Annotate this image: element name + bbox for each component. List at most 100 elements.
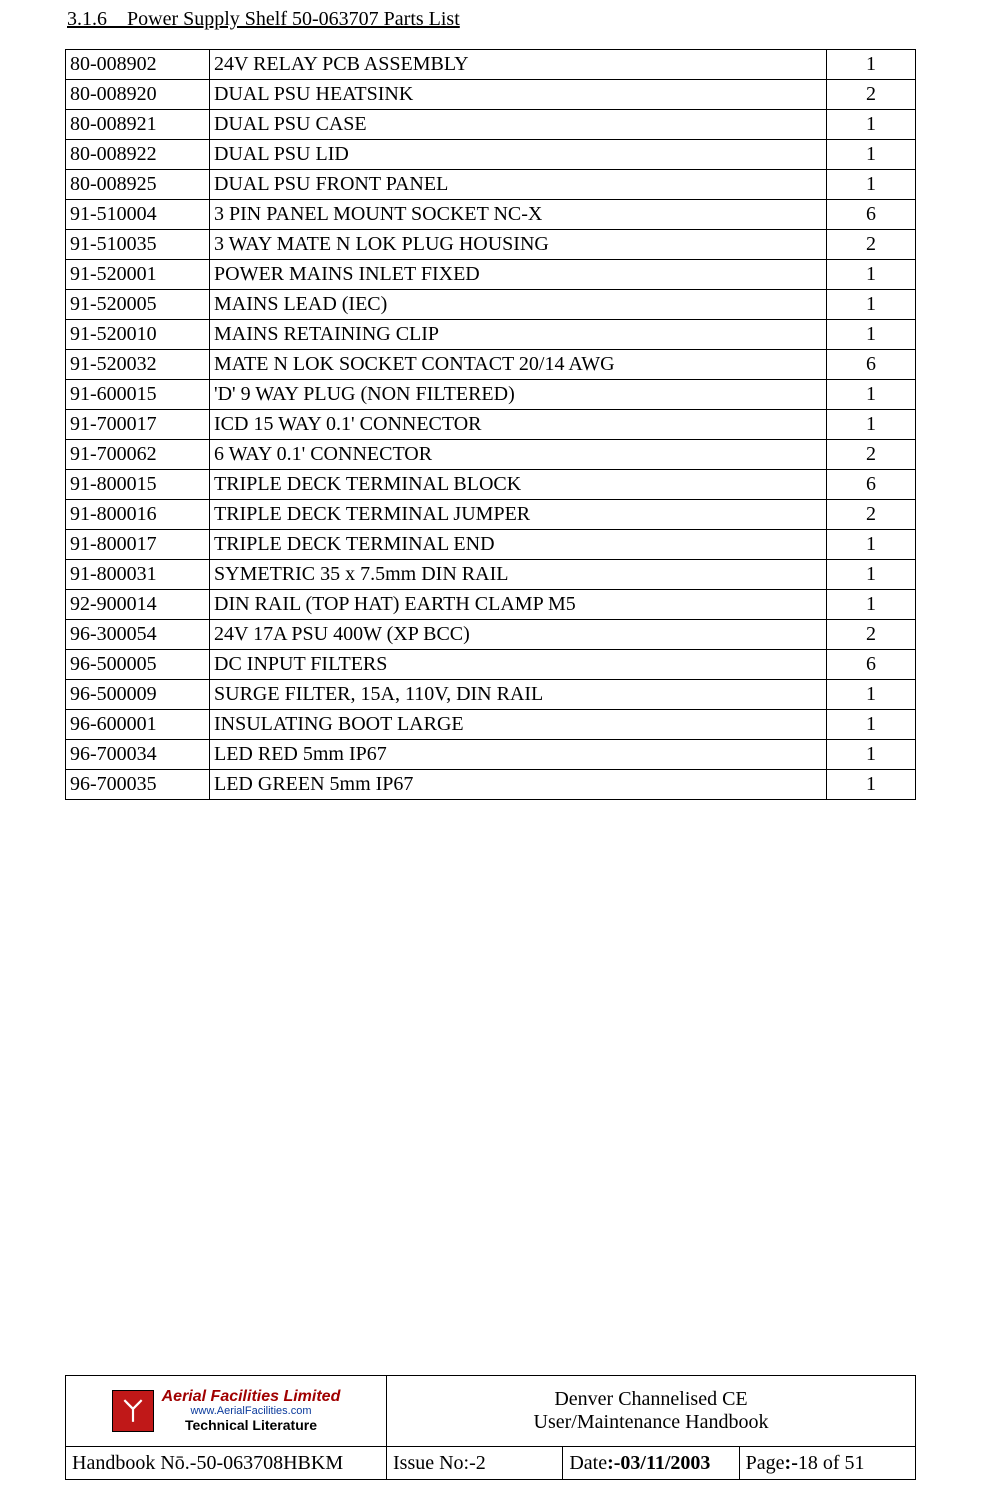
part-quantity: 6 [827, 470, 916, 500]
table-row: 96-600001INSULATING BOOT LARGE1 [66, 710, 916, 740]
part-number: 91-800031 [66, 560, 210, 590]
part-quantity: 1 [827, 140, 916, 170]
table-row: 96-700034LED RED 5mm IP671 [66, 740, 916, 770]
part-description: MAINS RETAINING CLIP [210, 320, 827, 350]
part-quantity: 6 [827, 200, 916, 230]
part-number: 91-800017 [66, 530, 210, 560]
table-row: 91-520010MAINS RETAINING CLIP1 [66, 320, 916, 350]
parts-table: 80-00890224V RELAY PCB ASSEMBLY180-00892… [65, 49, 916, 800]
handbook-label: Handbook Nō.- [72, 1452, 196, 1474]
part-description: DUAL PSU FRONT PANEL [210, 170, 827, 200]
table-row: 80-008922DUAL PSU LID1 [66, 140, 916, 170]
part-quantity: 1 [827, 260, 916, 290]
part-quantity: 1 [827, 560, 916, 590]
part-number: 96-700035 [66, 770, 210, 800]
table-row: 91-800031SYMETRIC 35 x 7.5mm DIN RAIL1 [66, 560, 916, 590]
part-description: DC INPUT FILTERS [210, 650, 827, 680]
part-quantity: 2 [827, 80, 916, 110]
part-number: 96-500005 [66, 650, 210, 680]
page-sep: :- [785, 1452, 798, 1474]
table-row: 96-700035LED GREEN 5mm IP671 [66, 770, 916, 800]
company-logo: Aerial Facilities Limited www.AerialFaci… [72, 1378, 380, 1444]
part-description: POWER MAINS INLET FIXED [210, 260, 827, 290]
table-row: 96-30005424V 17A PSU 400W (XP BCC)2 [66, 620, 916, 650]
part-quantity: 1 [827, 110, 916, 140]
part-number: 91-700062 [66, 440, 210, 470]
part-description: SURGE FILTER, 15A, 110V, DIN RAIL [210, 680, 827, 710]
part-description: 6 WAY 0.1' CONNECTOR [210, 440, 827, 470]
part-description: DUAL PSU LID [210, 140, 827, 170]
part-number: 96-500009 [66, 680, 210, 710]
table-row: 91-600015'D' 9 WAY PLUG (NON FILTERED)1 [66, 380, 916, 410]
part-description: DIN RAIL (TOP HAT) EARTH CLAMP M5 [210, 590, 827, 620]
table-row: 80-008920DUAL PSU HEATSINK2 [66, 80, 916, 110]
table-row: 91-520005MAINS LEAD (IEC)1 [66, 290, 916, 320]
part-number: 92-900014 [66, 590, 210, 620]
part-number: 91-700017 [66, 410, 210, 440]
table-row: 91-7000626 WAY 0.1' CONNECTOR2 [66, 440, 916, 470]
issue-label: Issue No:- [393, 1452, 476, 1474]
issue-value: 2 [476, 1452, 486, 1474]
part-description: TRIPLE DECK TERMINAL JUMPER [210, 500, 827, 530]
part-description: MATE N LOK SOCKET CONTACT 20/14 AWG [210, 350, 827, 380]
part-number: 80-008920 [66, 80, 210, 110]
part-description: 'D' 9 WAY PLUG (NON FILTERED) [210, 380, 827, 410]
part-description: DUAL PSU HEATSINK [210, 80, 827, 110]
part-description: 24V RELAY PCB ASSEMBLY [210, 50, 827, 80]
part-quantity: 6 [827, 350, 916, 380]
part-quantity: 2 [827, 440, 916, 470]
part-number: 91-510004 [66, 200, 210, 230]
part-quantity: 1 [827, 320, 916, 350]
part-number: 96-600001 [66, 710, 210, 740]
table-row: 91-800017TRIPLE DECK TERMINAL END1 [66, 530, 916, 560]
part-number: 91-520001 [66, 260, 210, 290]
table-row: 80-008925DUAL PSU FRONT PANEL1 [66, 170, 916, 200]
part-number: 80-008921 [66, 110, 210, 140]
part-description: 3 WAY MATE N LOK PLUG HOUSING [210, 230, 827, 260]
part-number: 96-700034 [66, 740, 210, 770]
handbook-value: 50-063708HBKM [196, 1452, 343, 1474]
antenna-icon [112, 1390, 154, 1432]
part-description: LED GREEN 5mm IP67 [210, 770, 827, 800]
part-number: 91-800015 [66, 470, 210, 500]
part-quantity: 1 [827, 50, 916, 80]
page-label: Page [746, 1452, 785, 1474]
table-row: 91-700017ICD 15 WAY 0.1' CONNECTOR1 [66, 410, 916, 440]
part-description: DUAL PSU CASE [210, 110, 827, 140]
date-label: Date [569, 1452, 607, 1474]
table-row: 91-5100043 PIN PANEL MOUNT SOCKET NC-X6 [66, 200, 916, 230]
part-description: SYMETRIC 35 x 7.5mm DIN RAIL [210, 560, 827, 590]
part-description: TRIPLE DECK TERMINAL END [210, 530, 827, 560]
part-description: 3 PIN PANEL MOUNT SOCKET NC-X [210, 200, 827, 230]
date-sep: :- [607, 1452, 620, 1474]
part-number: 91-800016 [66, 500, 210, 530]
part-quantity: 2 [827, 620, 916, 650]
part-quantity: 1 [827, 170, 916, 200]
part-number: 80-008925 [66, 170, 210, 200]
part-number: 80-008902 [66, 50, 210, 80]
part-quantity: 1 [827, 590, 916, 620]
table-row: 80-008921DUAL PSU CASE1 [66, 110, 916, 140]
part-number: 91-510035 [66, 230, 210, 260]
table-row: 91-800016TRIPLE DECK TERMINAL JUMPER2 [66, 500, 916, 530]
page-value: 18 of 51 [798, 1452, 865, 1474]
part-quantity: 2 [827, 230, 916, 260]
part-number: 91-520005 [66, 290, 210, 320]
section-title: 3.1.6 Power Supply Shelf 50-063707 Parts… [65, 8, 916, 31]
part-description: INSULATING BOOT LARGE [210, 710, 827, 740]
table-row: 91-520032MATE N LOK SOCKET CONTACT 20/14… [66, 350, 916, 380]
part-number: 80-008922 [66, 140, 210, 170]
table-row: 96-500009SURGE FILTER, 15A, 110V, DIN RA… [66, 680, 916, 710]
part-number: 91-600015 [66, 380, 210, 410]
table-row: 96-500005DC INPUT FILTERS6 [66, 650, 916, 680]
part-description: LED RED 5mm IP67 [210, 740, 827, 770]
table-row: 91-800015TRIPLE DECK TERMINAL BLOCK6 [66, 470, 916, 500]
part-number: 91-520032 [66, 350, 210, 380]
doc-title-line2: User/Maintenance Handbook [393, 1411, 909, 1434]
doc-title-line1: Denver Channelised CE [393, 1388, 909, 1411]
part-description: ICD 15 WAY 0.1' CONNECTOR [210, 410, 827, 440]
table-row: 92-900014DIN RAIL (TOP HAT) EARTH CLAMP … [66, 590, 916, 620]
part-description: TRIPLE DECK TERMINAL BLOCK [210, 470, 827, 500]
part-description: MAINS LEAD (IEC) [210, 290, 827, 320]
part-number: 91-520010 [66, 320, 210, 350]
